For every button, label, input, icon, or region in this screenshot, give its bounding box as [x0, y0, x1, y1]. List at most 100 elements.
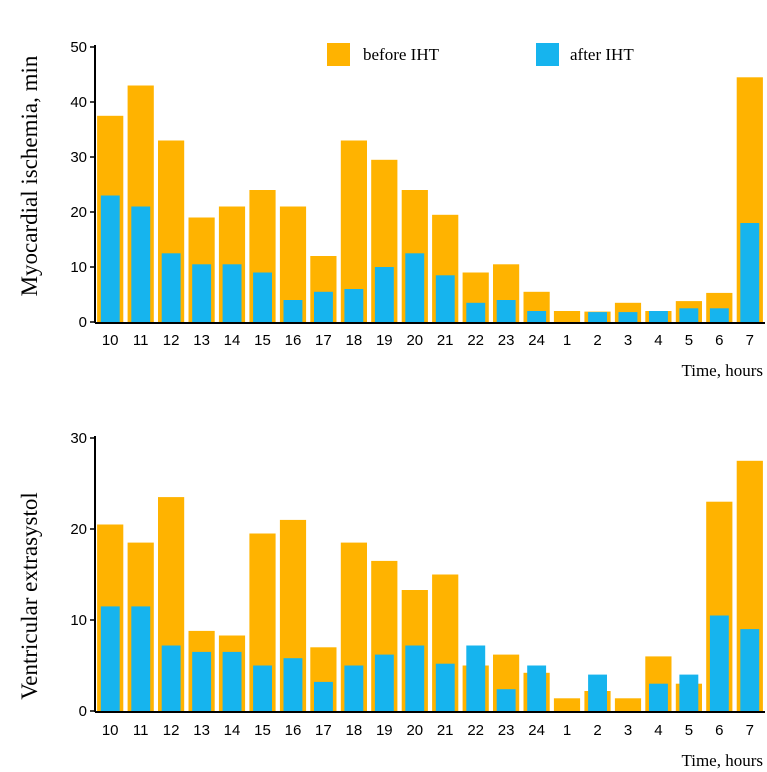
chart-ventricular-extrasystol-xtick-label-12: 12: [163, 722, 180, 739]
chart-myocardial-ischemia-xtick-label-17: 17: [315, 332, 332, 349]
chart-ventricular-extrasystol-xtick-label-2: 2: [593, 722, 601, 739]
bar-after-19: [374, 654, 394, 711]
bar-after-12: [161, 645, 181, 711]
bar-after-17: [314, 681, 333, 711]
chart-ventricular-extrasystol-xtick-label-20: 20: [406, 722, 423, 739]
chart-myocardial-ischemia-xtick-label-15: 15: [254, 332, 271, 349]
chart-myocardial-ischemia-xtick-label-23: 23: [498, 332, 515, 349]
chart-ventricular-extrasystol-xtick-label-1: 1: [563, 722, 571, 739]
bar-after-21: [435, 275, 455, 323]
chart-ventricular-extrasystol-xtick-label-18: 18: [346, 722, 363, 739]
bar-after-18: [344, 289, 364, 322]
bar-after-23: [496, 689, 516, 711]
bar-after-4: [649, 683, 668, 711]
bar-after-7: [740, 629, 760, 711]
bar-after-20: [405, 645, 425, 711]
chart-myocardial-ischemia-xtick-label-3: 3: [624, 332, 632, 349]
chart-myocardial-ischemia-ylabel: Myocardial ischemia, min: [17, 55, 42, 296]
bar-after-7: [740, 223, 760, 322]
chart-ventricular-extrasystol-xtick-label-6: 6: [715, 722, 723, 739]
chart-ventricular-extrasystol-xtick-label-24: 24: [528, 722, 545, 739]
chart-myocardial-ischemia-xtick-label-6: 6: [715, 332, 723, 349]
chart-myocardial-ischemia-xtick-label-11: 11: [133, 332, 149, 349]
bar-after-6: [709, 308, 729, 323]
chart-ventricular-extrasystol-xtick-label-7: 7: [746, 722, 754, 739]
chart-ventricular-extrasystol-xtick-label-19: 19: [376, 722, 393, 739]
chart-myocardial-ischemia-xtick-label-1: 1: [563, 332, 571, 349]
bar-after-16: [283, 658, 303, 711]
chart-myocardial-ischemia-ytick-label-20: 20: [70, 204, 87, 221]
legend: before IHT after IHT: [327, 43, 634, 66]
bar-after-13: [192, 651, 212, 711]
legend-swatch-after: [536, 43, 559, 66]
chart-myocardial-ischemia-xtick-label-18: 18: [346, 332, 363, 349]
chart-ventricular-extrasystol-ytick-label-20: 20: [70, 521, 87, 538]
chart-ventricular-extrasystol-xtick-label-23: 23: [498, 722, 515, 739]
bar-after-13: [192, 264, 212, 323]
bar-after-4: [649, 311, 668, 322]
chart-ventricular-extrasystol-xtick-label-11: 11: [133, 722, 149, 739]
chart-ventricular-extrasystol-xtick-label-16: 16: [285, 722, 302, 739]
chart-ventricular-extrasystol-xtick-label-3: 3: [624, 722, 632, 739]
chart-ventricular-extrasystol-ylabel: Ventricular extrasystol: [17, 492, 42, 700]
bar-after-10: [100, 606, 120, 711]
chart-ventricular-extrasystol-xtick-label-10: 10: [102, 722, 119, 739]
bar-after-6: [709, 615, 729, 711]
chart-myocardial-ischemia-ytick-label-40: 40: [70, 94, 87, 111]
chart-ventricular-extrasystol-xtick-label-17: 17: [315, 722, 332, 739]
bar-after-20: [405, 253, 425, 323]
chart-ventricular-extrasystol-ytick-label-30: 30: [70, 430, 87, 447]
bar-after-17: [314, 291, 333, 323]
chart-myocardial-ischemia-ytick-label-10: 10: [70, 259, 87, 276]
bar-after-24: [527, 311, 547, 322]
chart-myocardial-ischemia-ytick-label-50: 50: [70, 39, 87, 56]
bar-after-5: [679, 674, 699, 711]
chart-myocardial-ischemia-xtick-label-12: 12: [163, 332, 180, 349]
chart-myocardial-ischemia-xtick-label-19: 19: [376, 332, 393, 349]
chart-myocardial-ischemia-xtick-label-13: 13: [193, 332, 210, 349]
bar-after-15: [253, 665, 272, 711]
chart-myocardial-ischemia-xtick-label-10: 10: [102, 332, 119, 349]
chart-myocardial-ischemia-ytick-label-0: 0: [79, 314, 87, 331]
bar-before-3: [614, 698, 642, 711]
bar-after-11: [131, 206, 151, 322]
bar-after-16: [283, 300, 303, 322]
chart-ventricular-extrasystol-xtick-label-5: 5: [685, 722, 693, 739]
bar-after-21: [435, 663, 455, 711]
chart-ventricular-extrasystol-bars: [97, 460, 763, 712]
chart-ventricular-extrasystol-xtick-label-13: 13: [193, 722, 210, 739]
bar-after-14: [222, 264, 242, 323]
chart-myocardial-ischemia-xlabel: Time, hours: [681, 361, 763, 380]
chart-myocardial-ischemia-ytick-label-30: 30: [70, 149, 87, 166]
chart-myocardial-ischemia-xtick-label-16: 16: [285, 332, 302, 349]
bar-before-1: [553, 311, 581, 322]
chart-ventricular-extrasystol-xtick-label-22: 22: [467, 722, 484, 739]
bar-after-5: [679, 308, 699, 323]
chart-ventricular-extrasystol-xtick-label-21: 21: [437, 722, 454, 739]
chart-myocardial-ischemia-xtick-label-22: 22: [467, 332, 484, 349]
chart-myocardial-ischemia-xtick-label-21: 21: [437, 332, 454, 349]
bar-after-2: [588, 312, 607, 322]
legend-label-before: before IHT: [363, 45, 440, 64]
bar-after-14: [222, 651, 242, 711]
chart-myocardial-ischemia-xtick-label-20: 20: [406, 332, 423, 349]
bar-after-2: [588, 674, 607, 711]
chart-myocardial-ischemia-xtick-label-4: 4: [654, 332, 662, 349]
bar-after-3: [618, 312, 638, 322]
chart-ventricular-extrasystol-xtick-label-4: 4: [654, 722, 662, 739]
chart-ventricular-extrasystol-xtick-label-15: 15: [254, 722, 271, 739]
bar-after-23: [496, 300, 516, 322]
chart-ventricular-extrasystol-ytick-label-10: 10: [70, 612, 87, 629]
chart-myocardial-ischemia-bars: [97, 77, 763, 323]
bar-after-19: [374, 267, 394, 322]
bar-after-24: [527, 665, 547, 711]
chart-myocardial-ischemia-xtick-label-2: 2: [593, 332, 601, 349]
chart-myocardial-ischemia-xtick-label-7: 7: [746, 332, 754, 349]
chart-myocardial-ischemia-xtick-label-14: 14: [224, 332, 241, 349]
chart-ventricular-extrasystol: Ventricular extrasystol Time, hours 0 10 2…: [17, 430, 765, 770]
legend-swatch-before: [327, 43, 350, 66]
bar-before-1: [553, 698, 581, 711]
bar-after-11: [131, 606, 151, 711]
chart-ventricular-extrasystol-xlabel: Time, hours: [681, 751, 763, 770]
